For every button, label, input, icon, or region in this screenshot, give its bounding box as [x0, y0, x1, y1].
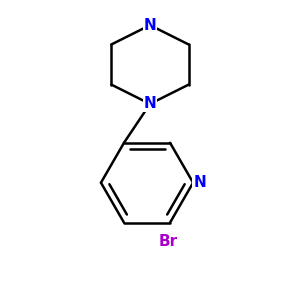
Text: N: N — [144, 96, 156, 111]
Text: N: N — [144, 18, 156, 33]
Text: N: N — [193, 175, 206, 190]
Text: Br: Br — [159, 234, 178, 249]
